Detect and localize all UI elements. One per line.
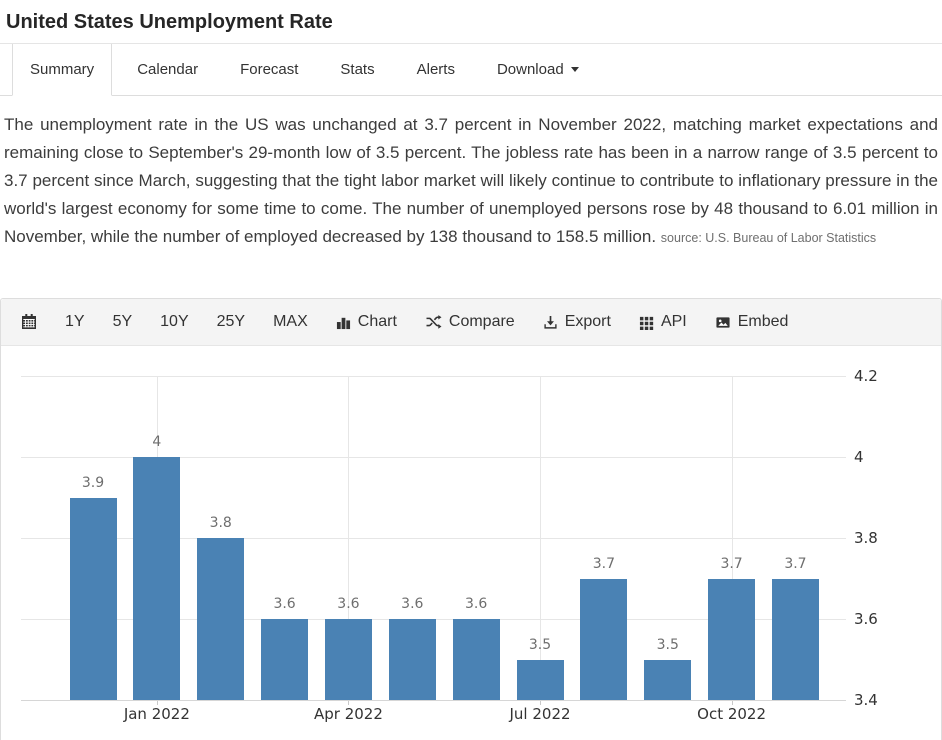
api-button[interactable]: API (625, 299, 701, 345)
calendar-button[interactable] (7, 299, 51, 345)
y-axis-label: 3.6 (854, 610, 878, 628)
gridline (731, 376, 733, 700)
gridline (540, 376, 542, 700)
bar-value-label: 3.7 (784, 555, 807, 572)
bar[interactable] (388, 619, 436, 700)
grid-icon (639, 315, 654, 330)
bar[interactable] (708, 578, 756, 700)
source-note: source: U.S. Bureau of Labor Statistics (660, 231, 877, 245)
gridline (348, 376, 350, 700)
x-axis-label: Jul 2022 (509, 705, 571, 723)
tab-alerts-label: Alerts (416, 61, 455, 78)
bar-value-label: 3.7 (592, 555, 615, 572)
bar[interactable] (580, 578, 628, 700)
bar[interactable] (771, 578, 819, 700)
page-title: United States Unemployment Rate (6, 11, 333, 33)
bar-value-label: 3.7 (720, 555, 743, 572)
bar-value-label: 3.6 (401, 596, 424, 612)
bar-value-label: 3.6 (337, 596, 360, 612)
y-axis-label: 3.8 (854, 529, 878, 547)
bar-value-label: 4 (152, 434, 162, 450)
bar-chart-icon (336, 315, 351, 330)
range-max-label: MAX (273, 313, 308, 330)
x-axis-label: Apr 2022 (313, 705, 383, 723)
x-axis-line (21, 700, 846, 701)
compare-label: Compare (448, 313, 515, 330)
bar-value-label: 3.8 (209, 515, 232, 531)
tab-calendar[interactable]: Calendar (120, 44, 215, 95)
shuffle-icon (425, 314, 442, 330)
tab-download[interactable]: Download (480, 44, 596, 95)
range-1y-button[interactable]: 1Y (51, 299, 99, 345)
bar-value-label: 3.5 (656, 636, 679, 653)
bar[interactable] (452, 619, 500, 700)
tab-stats-label: Stats (340, 61, 375, 78)
tab-summary-label: Summary (30, 61, 95, 78)
chart-panel: 1Y 5Y 10Y 25Y MAX Chart (0, 298, 942, 740)
axis-tick (156, 700, 158, 705)
gridline (21, 376, 846, 377)
calendar-icon (21, 314, 37, 330)
summary-paragraph: The unemployment rate in the US was unch… (4, 111, 938, 252)
chart-type-button[interactable]: Chart (322, 299, 411, 345)
bar-value-label: 3.5 (528, 636, 552, 653)
tab-stats[interactable]: Stats (323, 44, 391, 95)
bar[interactable] (197, 538, 245, 700)
y-axis-label: 4 (854, 448, 864, 466)
bar-value-label: 3.6 (465, 596, 488, 612)
bar-value-label: 3.6 (273, 596, 296, 612)
range-5y-label: 5Y (112, 313, 133, 330)
bar[interactable] (324, 619, 372, 700)
tab-calendar-label: Calendar (137, 61, 199, 78)
summary-text: The unemployment rate in the US was unch… (4, 115, 938, 246)
axis-tick (348, 700, 350, 705)
export-label: Export (564, 313, 611, 330)
api-label: API (660, 313, 687, 330)
bar[interactable] (133, 457, 181, 700)
y-axis-label: 3.4 (854, 691, 878, 709)
x-axis-label: Jan 2022 (123, 705, 190, 723)
axis-tick (540, 700, 542, 705)
range-1y-label: 1Y (65, 313, 85, 330)
compare-button[interactable]: Compare (411, 299, 529, 345)
bar[interactable] (516, 659, 564, 700)
caret-down-icon (570, 67, 579, 72)
image-icon (715, 315, 731, 330)
bar[interactable] (644, 659, 692, 700)
embed-button[interactable]: Embed (701, 299, 803, 345)
embed-label: Embed (737, 313, 789, 330)
tab-summary[interactable]: Summary (12, 44, 113, 96)
gridline (21, 538, 846, 539)
range-25y-label: 25Y (216, 313, 246, 330)
bar-value-label: 3.9 (81, 474, 105, 491)
unemployment-bar-chart: 4.2 4 3.8 3.6 3.4 Jan 2022 Apr 2022 Jul 2022 Oct… (1, 346, 941, 740)
axis-tick (731, 700, 733, 705)
range-5y-button[interactable]: 5Y (99, 299, 147, 345)
bar[interactable] (69, 497, 117, 700)
tab-alerts[interactable]: Alerts (400, 44, 472, 95)
y-axis-label: 4.2 (854, 367, 878, 385)
x-axis-label: Oct 2022 (697, 705, 767, 723)
range-10y-button[interactable]: 10Y (146, 299, 202, 345)
download-icon (543, 315, 558, 330)
chart-type-label: Chart (357, 313, 397, 330)
tab-forecast[interactable]: Forecast (223, 44, 315, 95)
gridline (21, 457, 846, 458)
chart-toolbar: 1Y 5Y 10Y 25Y MAX Chart (1, 299, 941, 346)
tab-bar: Summary Calendar Forecast Stats Alerts D… (0, 43, 942, 96)
range-10y-label: 10Y (160, 313, 189, 330)
tab-forecast-label: Forecast (240, 61, 299, 78)
export-button[interactable]: Export (529, 299, 625, 345)
tab-download-label: Download (496, 61, 564, 78)
range-max-button[interactable]: MAX (259, 299, 322, 345)
range-25y-button[interactable]: 25Y (203, 299, 259, 345)
bar[interactable] (261, 619, 309, 700)
page-header: United States Unemployment Rate (0, 0, 942, 43)
